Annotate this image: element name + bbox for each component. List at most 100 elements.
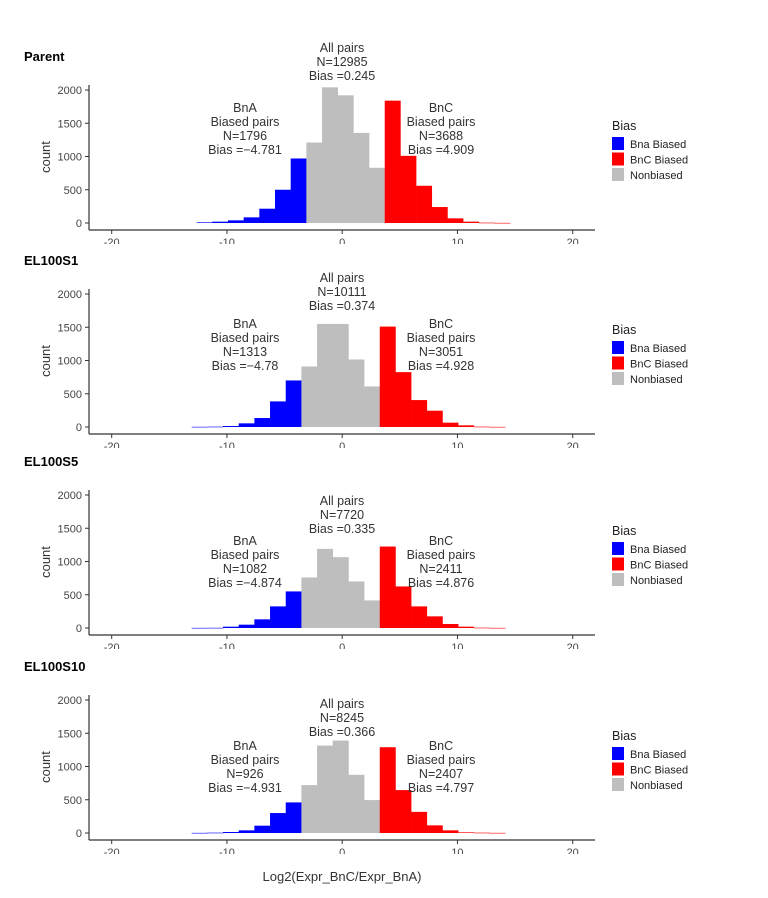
histogram-bar xyxy=(207,832,224,834)
annotation-bna-biased: Bias =−4.931 xyxy=(208,781,282,795)
annotation-bnc-biased: BnC xyxy=(429,739,453,753)
histogram-bar xyxy=(301,785,318,833)
histogram-bar xyxy=(353,132,370,223)
annotation-bnc-biased: Bias =4.876 xyxy=(408,576,474,590)
histogram-bar xyxy=(275,189,291,223)
annotation-all-pairs: N=10111 xyxy=(317,285,366,299)
histogram-bar xyxy=(489,627,506,629)
histogram-bar xyxy=(238,423,255,427)
histogram-panel: EL100S5 count 0 500 1000 1500 2000 -20 -10 0 10 20 A… xyxy=(24,454,688,649)
x-tick-label: 0 xyxy=(339,237,345,244)
y-tick-label: 500 xyxy=(64,590,82,602)
x-tick-label: 20 xyxy=(567,441,579,448)
legend-swatch xyxy=(612,778,624,791)
histogram-bar xyxy=(212,221,229,223)
histogram-bar xyxy=(473,627,490,629)
histogram-bar xyxy=(478,222,495,224)
histogram-bar xyxy=(364,800,381,833)
annotation-bna-biased: BnA xyxy=(233,101,257,115)
panel-title: EL100S5 xyxy=(24,454,78,469)
histogram-bar xyxy=(301,366,318,427)
annotation-bnc-biased: Biased pairs xyxy=(407,331,476,345)
histogram-bar xyxy=(411,606,428,628)
histogram-bar xyxy=(473,832,490,834)
annotation-bna-biased: N=926 xyxy=(226,767,263,781)
histogram-bar xyxy=(290,158,307,223)
legend-item-label: BnC Biased xyxy=(630,765,688,777)
histogram-bar xyxy=(458,832,475,833)
legend-swatch xyxy=(612,573,624,586)
y-tick-label: 1500 xyxy=(58,118,82,130)
y-axis-label: count xyxy=(38,141,53,173)
legend-swatch xyxy=(612,557,624,571)
annotation-bna-biased: Biased pairs xyxy=(211,115,280,129)
y-tick-label: 2000 xyxy=(58,85,82,97)
annotation-all-pairs: Bias =0.335 xyxy=(309,522,375,536)
histogram-bar xyxy=(348,581,365,628)
histogram-bar xyxy=(447,218,464,223)
histogram-bar xyxy=(317,548,334,628)
histogram-bar xyxy=(364,600,381,628)
y-tick-label: 0 xyxy=(76,828,82,840)
legend-item-label: Nonbiased xyxy=(630,374,683,386)
histogram-bar xyxy=(332,740,349,833)
histogram-bar xyxy=(223,426,240,427)
histogram-bar xyxy=(379,747,396,833)
x-tick-label: -20 xyxy=(104,847,120,854)
legend-item-label: BnC Biased xyxy=(630,560,688,572)
histogram-bar xyxy=(207,426,224,428)
legend-title: Bias xyxy=(612,524,636,538)
annotation-bna-biased: Bias =−4.78 xyxy=(212,359,279,373)
histogram-bar xyxy=(227,220,244,223)
x-tick-label: -10 xyxy=(219,847,235,854)
legend-swatch xyxy=(612,137,624,150)
histogram-bar xyxy=(332,323,349,427)
histogram-bar xyxy=(254,825,271,833)
histogram-bar xyxy=(270,813,287,833)
histogram-bar xyxy=(369,167,386,223)
histogram-bar xyxy=(348,359,365,427)
histogram-bar xyxy=(191,832,208,834)
legend-swatch xyxy=(612,356,624,370)
y-tick-label: 500 xyxy=(64,795,82,807)
annotation-bnc-biased: Biased pairs xyxy=(407,115,476,129)
annotation-all-pairs: N=8245 xyxy=(320,711,364,725)
legend-item-label: Nonbiased xyxy=(630,780,683,792)
x-tick-label: -10 xyxy=(219,441,235,448)
legend-item-label: BnC Biased xyxy=(630,155,688,167)
y-tick-label: 1500 xyxy=(58,523,82,535)
annotation-all-pairs: Bias =0.366 xyxy=(309,725,375,739)
annotation-bna-biased: Bias =−4.781 xyxy=(208,143,282,157)
annotation-all-pairs: Bias =0.245 xyxy=(309,69,375,83)
x-tick-label: -10 xyxy=(219,237,235,244)
legend-item-label: BnC Biased xyxy=(630,359,688,371)
annotation-bna-biased: Biased pairs xyxy=(211,331,280,345)
histogram-bar xyxy=(306,142,323,223)
annotation-bna-biased: N=1796 xyxy=(223,129,267,143)
histogram-bar xyxy=(426,410,443,427)
panel-title: EL100S10 xyxy=(24,659,85,674)
histogram-bar xyxy=(379,546,396,628)
annotation-all-pairs: N=12985 xyxy=(316,55,367,69)
histogram-panel: Parent count 0 500 1000 1500 2000 -20 -10 0 10 20 Al… xyxy=(24,41,688,244)
histogram-bar xyxy=(270,401,287,427)
annotation-bna-biased: Biased pairs xyxy=(211,753,280,767)
legend-title: Bias xyxy=(612,119,636,133)
histogram-bar xyxy=(254,619,271,628)
y-tick-label: 2000 xyxy=(58,695,82,707)
x-tick-label: -20 xyxy=(104,441,120,448)
y-tick-label: 0 xyxy=(76,422,82,434)
histogram-bar xyxy=(463,221,480,223)
histogram-bar xyxy=(426,825,443,833)
histogram-bar xyxy=(191,627,208,629)
histogram-bar xyxy=(431,207,448,223)
annotation-bnc-biased: Bias =4.797 xyxy=(408,781,474,795)
y-tick-label: 1000 xyxy=(58,356,82,368)
annotation-bnc-biased: Bias =4.928 xyxy=(408,359,474,373)
histogram-bar xyxy=(238,830,255,833)
histogram-panel: EL100S1 count 0 500 1000 1500 2000 -20 -10 0 10 20 A… xyxy=(24,253,688,448)
histogram-panel: EL100S10 count 0 500 1000 1500 2000 -20 -10 0 10 20… xyxy=(24,659,688,854)
histogram-bar xyxy=(317,745,334,833)
x-tick-label: 0 xyxy=(339,642,345,649)
